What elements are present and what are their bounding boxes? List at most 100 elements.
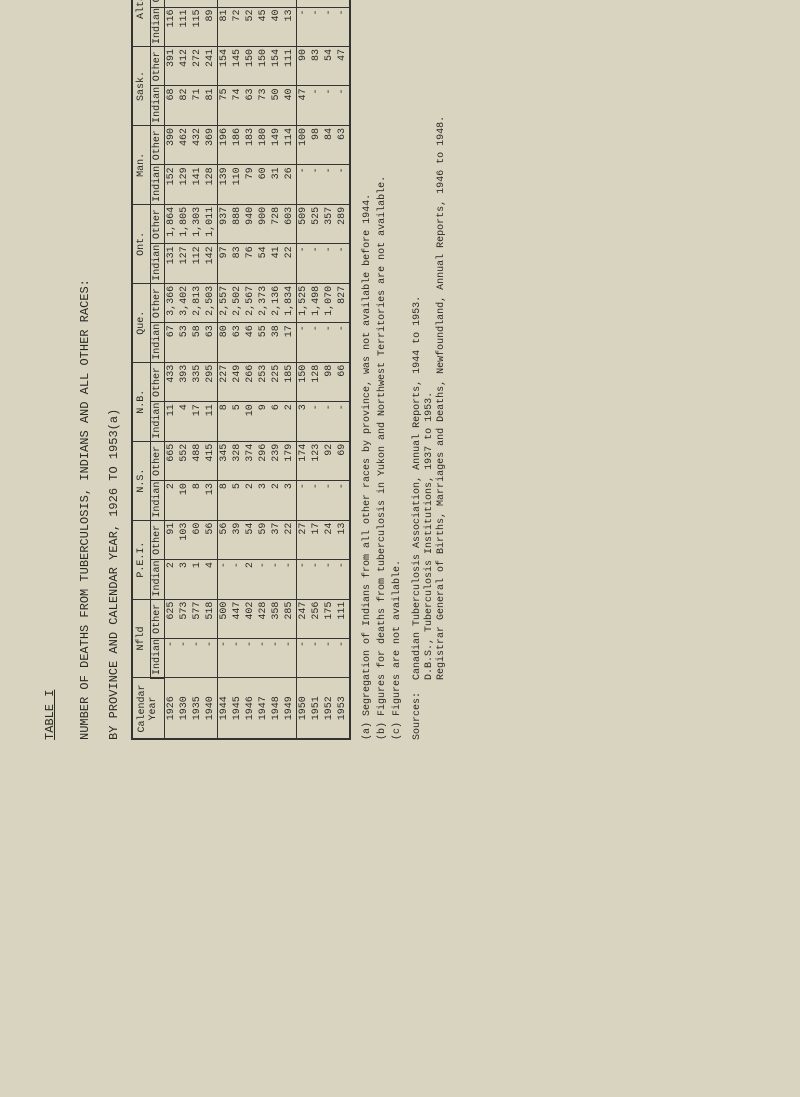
cell-sask_o: 47 bbox=[336, 47, 350, 86]
cell-nfld_i: - bbox=[217, 639, 231, 678]
cell-pei_o: 56 bbox=[204, 520, 218, 559]
table-row: 1944-500-5683458227802,55797937139196751… bbox=[217, 0, 231, 739]
cell-nb_i: 4 bbox=[178, 402, 191, 441]
cell-pei_o: 13 bbox=[336, 520, 350, 559]
cell-que_i: 46 bbox=[244, 323, 257, 362]
sub-ns-indian: Indian bbox=[150, 481, 164, 520]
table-row: 1951-256-17-123-128-1,498-525-98-83-101-… bbox=[310, 0, 323, 739]
cell-ns_o: 665 bbox=[164, 441, 178, 480]
cell-man_i: 139 bbox=[217, 165, 231, 204]
cell-pei_o: 17 bbox=[310, 520, 323, 559]
cell-pei_o: 60 bbox=[191, 520, 204, 559]
header-row-provinces: Calendar Year Nfld P.E.I. N.S. N.B. Que.… bbox=[132, 0, 151, 739]
cell-sask_o: 391 bbox=[164, 47, 178, 86]
cell-pei_o: 59 bbox=[257, 520, 270, 559]
cell-alta_i: - bbox=[310, 7, 323, 46]
cell-que_i: 53 bbox=[178, 323, 191, 362]
cell-nfld_i: - bbox=[204, 639, 218, 678]
cell-ont_o: 937 bbox=[217, 204, 231, 243]
cell-nb_o: 253 bbox=[257, 362, 270, 401]
cell-nfld_i: - bbox=[270, 639, 283, 678]
cell-man_o: 180 bbox=[257, 125, 270, 164]
cell-year: 1944 bbox=[217, 678, 231, 739]
cell-nfld_o: 625 bbox=[164, 599, 178, 638]
cell-nfld_i: - bbox=[164, 639, 178, 678]
cell-nfld_i: - bbox=[283, 639, 297, 678]
cell-nb_o: 225 bbox=[270, 362, 283, 401]
cell-man_i: 26 bbox=[283, 165, 297, 204]
cell-nb_i: 6 bbox=[270, 402, 283, 441]
cell-ns_o: 123 bbox=[310, 441, 323, 480]
cell-ont_i: - bbox=[336, 244, 350, 283]
cell-que_i: 17 bbox=[283, 323, 297, 362]
cell-sask_i: 73 bbox=[257, 86, 270, 125]
cell-sask_o: 154 bbox=[217, 47, 231, 86]
cell-ont_o: 888 bbox=[231, 204, 244, 243]
cell-man_i: 79 bbox=[244, 165, 257, 204]
cell-que_i: 55 bbox=[257, 323, 270, 362]
cell-ns_o: 239 bbox=[270, 441, 283, 480]
cell-ns_i: 2 bbox=[244, 481, 257, 520]
sub-que-indian: Indian bbox=[150, 323, 164, 362]
cell-nb_i: 11 bbox=[204, 402, 218, 441]
cell-nb_o: 66 bbox=[336, 362, 350, 401]
cell-nfld_i: - bbox=[323, 639, 336, 678]
cell-que_o: 827 bbox=[336, 283, 350, 322]
cell-pei_i: - bbox=[257, 560, 270, 599]
cell-man_i: 110 bbox=[231, 165, 244, 204]
cell-alta_i: 72 bbox=[231, 7, 244, 46]
cell-ns_i: 13 bbox=[204, 481, 218, 520]
table-subtitle: NUMBER OF DEATHS FROM TUBERCULOSIS, INDI… bbox=[63, 0, 121, 740]
cell-alta_o: 369 bbox=[164, 0, 178, 7]
cell-man_o: 186 bbox=[231, 125, 244, 164]
table-row: 1952-175-24-92-98-1,070-357-84-54-85-179… bbox=[323, 0, 336, 739]
footnotes: (a) Segregation of Indians from all othe… bbox=[361, 0, 404, 740]
cell-sask_o: 111 bbox=[283, 47, 297, 86]
cell-nfld_i: - bbox=[178, 639, 191, 678]
cell-man_i: 152 bbox=[164, 165, 178, 204]
cell-nb_o: 249 bbox=[231, 362, 244, 401]
table-row: 1947-428-5932969253552,37354900601807315… bbox=[257, 0, 270, 739]
cell-ns_i: 5 bbox=[231, 481, 244, 520]
cell-ns_o: 174 bbox=[296, 441, 310, 480]
cell-man_o: 432 bbox=[191, 125, 204, 164]
cell-ont_i: 142 bbox=[204, 244, 218, 283]
cell-pei_i: 3 bbox=[178, 560, 191, 599]
cell-sask_o: 154 bbox=[270, 47, 283, 86]
cell-ns_o: 179 bbox=[283, 441, 297, 480]
cell-alta_i: 111 bbox=[178, 7, 191, 46]
cell-pei_i: - bbox=[270, 560, 283, 599]
cell-que_o: 3,366 bbox=[164, 283, 178, 322]
cell-pei_o: 22 bbox=[283, 520, 297, 559]
cell-year: 1951 bbox=[310, 678, 323, 739]
sub-ns-other: Other bbox=[150, 441, 164, 480]
col-header-nfld: Nfld bbox=[132, 599, 151, 678]
cell-nb_i: 10 bbox=[244, 402, 257, 441]
table-title: TABLE I bbox=[43, 690, 57, 740]
cell-ont_o: 357 bbox=[323, 204, 336, 243]
cell-pei_i: 2 bbox=[244, 560, 257, 599]
cell-ont_i: - bbox=[296, 244, 310, 283]
cell-pei_i: - bbox=[323, 560, 336, 599]
cell-year: 1935 bbox=[191, 678, 204, 739]
sub-alta-indian: Indian bbox=[150, 7, 164, 46]
cell-man_i: - bbox=[336, 165, 350, 204]
col-header-que: Que. bbox=[132, 283, 151, 362]
col-header-year: Calendar Year bbox=[132, 678, 165, 739]
table-row: 1953-111-13-69-66-827-289-63-47-55-12214… bbox=[336, 0, 350, 739]
cell-nb_o: 98 bbox=[323, 362, 336, 401]
cell-pei_i: - bbox=[283, 560, 297, 599]
cell-ont_o: 1,303 bbox=[191, 204, 204, 243]
cell-year: 1940 bbox=[204, 678, 218, 739]
cell-year: 1945 bbox=[231, 678, 244, 739]
cell-sask_i: 50 bbox=[270, 86, 283, 125]
cell-alta_i: 52 bbox=[244, 7, 257, 46]
col-header-alta: Alta bbox=[132, 0, 151, 47]
cell-sask_i: 75 bbox=[217, 86, 231, 125]
cell-sask_i: - bbox=[323, 86, 336, 125]
cell-pei_i: - bbox=[296, 560, 310, 599]
cell-sask_i: - bbox=[310, 86, 323, 125]
cell-nb_i: 11 bbox=[164, 402, 178, 441]
cell-nfld_i: - bbox=[310, 639, 323, 678]
cell-nb_o: 393 bbox=[178, 362, 191, 401]
